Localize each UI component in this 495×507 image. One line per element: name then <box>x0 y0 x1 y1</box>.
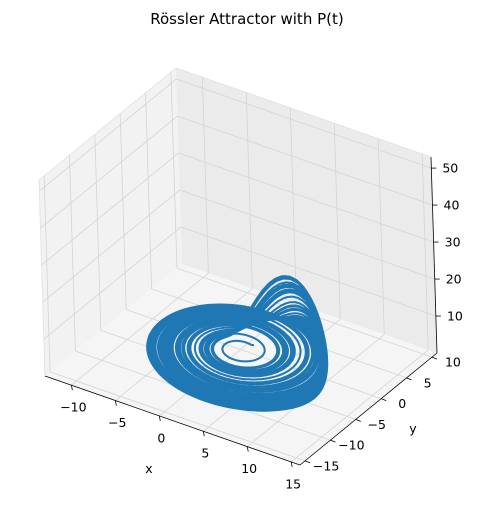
grid-y-side <box>94 134 102 331</box>
x-tick-label: −10 <box>60 400 86 415</box>
y-tick <box>381 398 387 402</box>
x-tick-label: 10 <box>241 461 257 476</box>
axis-lines <box>38 67 438 466</box>
x-tick-label: 0 <box>157 430 165 445</box>
y-tick <box>431 356 438 360</box>
y-tick <box>406 377 412 381</box>
tick-labels: −10 −5 0 5 10 15 −15 −10 −5 0 5 10 10 20 30 40 50 <box>60 161 463 492</box>
y-tick <box>355 418 361 422</box>
grid-x-back <box>289 107 297 304</box>
grid-z-side <box>39 78 177 192</box>
x-tick-label: 15 <box>285 476 301 491</box>
x-tick <box>246 446 249 452</box>
grid-x-back <box>245 92 253 289</box>
x-tick <box>70 385 73 391</box>
axes-panes <box>39 68 437 465</box>
pane-xz <box>176 68 437 353</box>
grid-x-floor <box>71 272 209 386</box>
grid-y-side <box>145 92 152 289</box>
pane-edge <box>38 67 177 181</box>
y-tick-label: 0 <box>398 396 406 411</box>
y-tick-label: 10 <box>445 355 461 370</box>
chart-title: Rössler Attractor with P(t) <box>150 10 343 28</box>
x-tick <box>114 400 117 406</box>
z-axis-line <box>430 156 438 354</box>
grid-z-back <box>177 115 433 206</box>
x-tick-label: 5 <box>201 446 209 461</box>
x-tick <box>158 415 161 421</box>
grid-y-side <box>119 113 127 310</box>
x-tick-label: −5 <box>108 415 126 430</box>
series-layer <box>146 275 329 412</box>
grid-y-side <box>170 72 178 269</box>
grid-x-floor <box>159 303 297 417</box>
tick-marks <box>70 167 441 468</box>
grid-y-floor <box>151 288 407 379</box>
grid-z-side <box>40 115 178 229</box>
grid-z-back <box>176 78 432 169</box>
y-tick-label: −5 <box>368 417 386 432</box>
pane-xy <box>45 264 437 465</box>
grid-z-side <box>42 189 180 303</box>
y-tick-label: −10 <box>338 438 364 453</box>
grid-z-back <box>179 189 435 280</box>
y-tick <box>330 439 336 443</box>
grid-x-back <box>377 138 385 335</box>
y-axis-label: y <box>409 421 417 436</box>
pane-yz <box>39 68 182 376</box>
z-tick-label: 30 <box>445 235 461 250</box>
pane-edge <box>175 67 432 158</box>
grid-x-floor <box>290 349 429 463</box>
grid-z-back <box>178 152 434 243</box>
grid-z-back <box>180 226 436 317</box>
pane-edge <box>38 179 46 377</box>
x-tick <box>202 431 205 437</box>
grid-z-side <box>41 152 179 266</box>
y-axis-line <box>299 352 438 466</box>
grid-z-side <box>43 226 182 340</box>
z-tick-label: 50 <box>442 161 458 176</box>
grid-y-side <box>69 155 76 352</box>
x-tick <box>290 461 293 468</box>
z-tick-label: 10 <box>447 309 463 324</box>
grid-y-side <box>43 175 51 372</box>
grid-x-back <box>201 77 209 274</box>
z-tick-label: 20 <box>446 272 462 287</box>
grid-x-back <box>421 153 429 350</box>
series-line <box>146 275 329 412</box>
x-axis-label: x <box>145 461 152 476</box>
y-tick-label: 5 <box>424 375 432 390</box>
grid-y-floor <box>49 371 306 462</box>
z-tick-label: 40 <box>444 198 460 213</box>
y-tick-label: −15 <box>313 458 339 473</box>
y-tick <box>304 460 311 464</box>
x-axis-line <box>44 375 301 466</box>
grid-x-back <box>333 123 341 320</box>
grid-y-floor <box>100 329 356 420</box>
